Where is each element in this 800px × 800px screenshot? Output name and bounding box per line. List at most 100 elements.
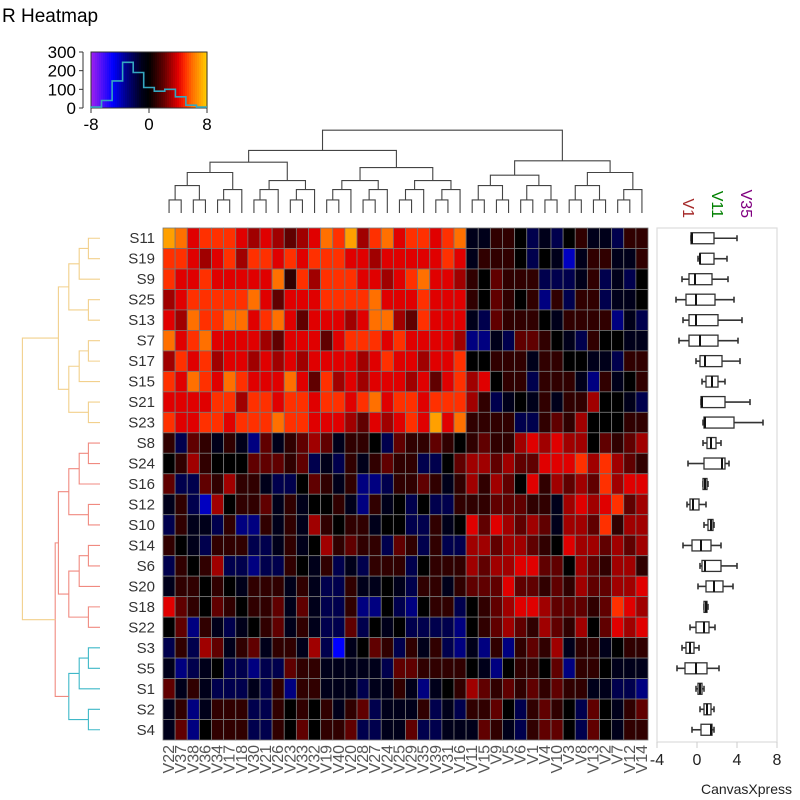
heatmap-cell (271, 596, 285, 618)
heatmap-cell (635, 309, 649, 331)
heatmap-cell (247, 391, 261, 413)
heatmap-cell (502, 289, 516, 311)
dendrogram-branch (289, 199, 303, 213)
heatmap-cell (368, 411, 382, 434)
boxplot-x-label: 4 (733, 752, 742, 769)
heatmap-cell (380, 555, 394, 577)
heatmap-cell (271, 411, 285, 434)
color-key-swatch (103, 52, 106, 108)
heatmap-cell (441, 555, 455, 577)
heatmap-cell (186, 411, 200, 434)
heatmap-cell (550, 657, 564, 679)
heatmap-cell (574, 575, 588, 598)
row-label: S24 (128, 456, 155, 473)
row-label: S4 (137, 722, 155, 739)
column-label: V37 (173, 745, 190, 774)
color-key-swatch (119, 52, 122, 108)
heatmap-cell (526, 678, 540, 700)
heatmap-cell (308, 268, 322, 290)
heatmap-cell (538, 309, 552, 331)
heatmap-cell (526, 432, 540, 454)
heatmap-cell (635, 329, 649, 352)
heatmap-cell (502, 719, 516, 741)
heatmap-cell (295, 309, 309, 331)
heatmap-cell (392, 657, 406, 679)
heatmap-cell (295, 493, 309, 516)
heatmap-cell (308, 309, 322, 331)
heatmap-cell (344, 616, 358, 638)
color-key-swatch (161, 52, 164, 108)
heatmap-cell (235, 432, 249, 454)
color-key-swatch (139, 52, 142, 108)
heatmap-cell (295, 411, 309, 434)
heatmap-cell (174, 411, 188, 434)
heatmap-cell (502, 678, 516, 700)
heatmap-cell (574, 637, 588, 659)
heatmap-cell (465, 309, 479, 331)
heatmap-cell (174, 637, 188, 659)
heatmap-cell (538, 596, 552, 618)
heatmap-cell (344, 432, 358, 454)
heatmap-cell (417, 657, 431, 679)
heatmap-cell (283, 678, 297, 700)
heatmap-cell (429, 657, 443, 679)
heatmap-cell (586, 637, 600, 659)
color-key-swatch (93, 52, 96, 108)
color-key-swatch (133, 52, 136, 108)
heatmap-cell (526, 227, 540, 249)
heatmap-cell (392, 432, 406, 454)
heatmap-cell (271, 493, 285, 516)
heatmap-cell (295, 289, 309, 311)
heatmap-cell (489, 432, 503, 454)
dendrogram-branch (78, 247, 100, 280)
heatmap-cell (465, 370, 479, 393)
heatmap-cell (465, 473, 479, 495)
heatmap-cell (405, 391, 419, 413)
heatmap-cell (441, 678, 455, 700)
dendrogram-branch (223, 189, 243, 213)
heatmap-cell (223, 616, 237, 638)
heatmap-cell (186, 329, 200, 352)
heatmap-cell (586, 411, 600, 434)
heatmap-cell (320, 370, 334, 393)
heatmap-cell (514, 596, 528, 618)
heatmap-cell (417, 555, 431, 577)
heatmap-cell (223, 268, 237, 290)
heatmap-cell (356, 329, 370, 352)
column-label: V10 (549, 745, 566, 774)
color-key-x-label: -8 (83, 115, 98, 134)
heatmap-cell (550, 370, 564, 393)
heatmap-cell (611, 350, 625, 372)
heatmap-cell (211, 289, 225, 311)
heatmap-cell (380, 473, 394, 495)
heatmap-cell (235, 473, 249, 495)
heatmap-cell (308, 678, 322, 700)
heatmap-cell (489, 391, 503, 413)
boxplot-box (685, 293, 716, 306)
heatmap-cell (562, 493, 576, 516)
heatmap-cell (235, 514, 249, 536)
heatmap-cell (295, 698, 309, 720)
column-label: V34 (210, 745, 227, 774)
heatmap-cell (223, 637, 237, 659)
color-key-swatch (151, 52, 154, 108)
heatmap-cell (259, 514, 273, 536)
color-key-y-label: 0 (67, 99, 76, 118)
heatmap-cell (235, 555, 249, 577)
heatmap-cell (586, 391, 600, 413)
heatmap-cell (441, 637, 455, 659)
heatmap-cell (198, 616, 212, 638)
heatmap-cell (344, 248, 358, 270)
boxplot-box (700, 395, 726, 409)
heatmap-cell (453, 534, 467, 557)
heatmap-cell (211, 473, 225, 495)
heatmap-cell (417, 289, 431, 311)
heatmap-cell (405, 452, 419, 475)
heatmap-cell (380, 329, 394, 352)
heatmap-cell (429, 596, 443, 618)
heatmap-cell (186, 493, 200, 516)
heatmap-cell (283, 329, 297, 352)
heatmap-cell (586, 657, 600, 679)
heatmap-cell (526, 350, 540, 372)
column-label: V9 (488, 745, 505, 765)
